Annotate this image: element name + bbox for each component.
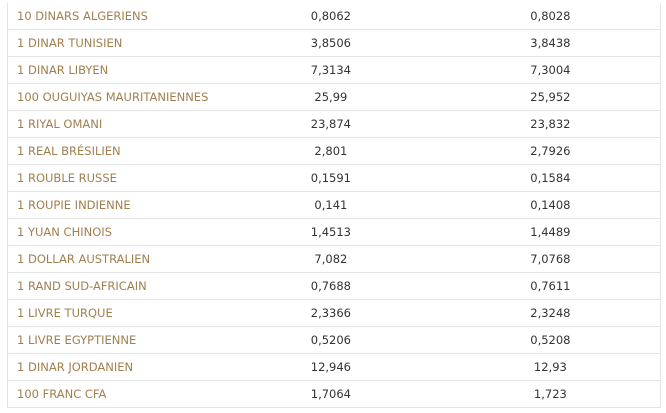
rate-cell: 23,874 [221, 110, 441, 138]
rate-cell: 1,4513 [221, 218, 441, 246]
rate-cell: 0,141 [221, 191, 441, 219]
rate-cell: 2,3248 [440, 299, 661, 327]
rate-cell: 0,1408 [440, 191, 661, 219]
currency-name: 10 DINARS ALGERIENS [7, 3, 221, 30]
currency-name: 100 FRANC CFA [7, 380, 221, 408]
table-body: 10 DINARS ALGERIENS 0,8062 0,8028 1 DINAR T… [7, 3, 661, 408]
currency-name: 1 YUAN CHINOIS [7, 218, 221, 246]
table-row: 1 DOLLAR AUSTRALIEN 7,082 7,0768 [7, 245, 661, 273]
currency-name: 1 DINAR JORDANIEN [7, 353, 221, 381]
rate-cell: 2,801 [221, 137, 441, 165]
rate-cell: 7,3134 [221, 56, 441, 84]
table-row: 1 DINAR LIBYEN 7,3134 7,3004 [7, 56, 661, 84]
rate-cell: 0,7611 [440, 272, 661, 300]
table-row: 1 DINAR TUNISIEN 3,8506 3,8438 [7, 29, 661, 57]
currency-name: 1 REAL BRÉSILIEN [7, 137, 221, 165]
rate-cell: 3,8506 [221, 29, 441, 57]
rate-cell: 23,832 [440, 110, 661, 138]
currency-name: 1 DOLLAR AUSTRALIEN [7, 245, 221, 273]
rates-table: 10 DINARS ALGERIENS 0,8062 0,8028 1 DINAR T… [7, 3, 661, 408]
rate-cell: 12,946 [221, 353, 441, 381]
table-row: 1 RIYAL OMANI 23,874 23,832 [7, 110, 661, 138]
table-row: 1 DINAR JORDANIEN 12,946 12,93 [7, 353, 661, 381]
rate-cell: 0,8062 [221, 3, 441, 30]
rate-cell: 0,1591 [221, 164, 441, 192]
rate-cell: 0,7688 [221, 272, 441, 300]
rate-cell: 7,082 [221, 245, 441, 273]
table-row: 10 DINARS ALGERIENS 0,8062 0,8028 [7, 3, 661, 30]
rate-cell: 1,7064 [221, 380, 441, 408]
rate-cell: 0,5206 [221, 326, 441, 354]
table-row: 1 ROUBLE RUSSE 0,1591 0,1584 [7, 164, 661, 192]
rate-cell: 1,4489 [440, 218, 661, 246]
table-row: 100 OUGUIYAS MAURITANIENNES 25,99 25,952 [7, 83, 661, 111]
table-row: 1 LIVRE TURQUE 2,3366 2,3248 [7, 299, 661, 327]
table-row: 1 RAND SUD-AFRICAIN 0,7688 0,7611 [7, 272, 661, 300]
currency-name: 1 RAND SUD-AFRICAIN [7, 272, 221, 300]
table-row: 100 FRANC CFA 1,7064 1,723 [7, 380, 661, 408]
currency-name: 1 DINAR TUNISIEN [7, 29, 221, 57]
rate-cell: 2,3366 [221, 299, 441, 327]
table-row: 1 ROUPIE INDIENNE 0,141 0,1408 [7, 191, 661, 219]
rate-cell: 25,952 [440, 83, 661, 111]
rate-cell: 0,1584 [440, 164, 661, 192]
currency-name: 1 LIVRE TURQUE [7, 299, 221, 327]
table-row: 1 YUAN CHINOIS 1,4513 1,4489 [7, 218, 661, 246]
currency-name: 1 RIYAL OMANI [7, 110, 221, 138]
currency-name: 100 OUGUIYAS MAURITANIENNES [7, 83, 221, 111]
rate-cell: 0,5208 [440, 326, 661, 354]
rate-cell: 7,3004 [440, 56, 661, 84]
rate-cell: 3,8438 [440, 29, 661, 57]
rate-cell: 1,723 [440, 380, 661, 408]
rate-cell: 0,8028 [440, 3, 661, 30]
currency-name: 1 ROUPIE INDIENNE [7, 191, 221, 219]
table-row: 1 REAL BRÉSILIEN 2,801 2,7926 [7, 137, 661, 165]
rate-cell: 2,7926 [440, 137, 661, 165]
currency-name: 1 LIVRE EGYPTIENNE [7, 326, 221, 354]
table-row: 1 LIVRE EGYPTIENNE 0,5206 0,5208 [7, 326, 661, 354]
currency-name: 1 DINAR LIBYEN [7, 56, 221, 84]
rate-cell: 25,99 [221, 83, 441, 111]
currency-name: 1 ROUBLE RUSSE [7, 164, 221, 192]
rate-cell: 12,93 [440, 353, 661, 381]
rate-cell: 7,0768 [440, 245, 661, 273]
